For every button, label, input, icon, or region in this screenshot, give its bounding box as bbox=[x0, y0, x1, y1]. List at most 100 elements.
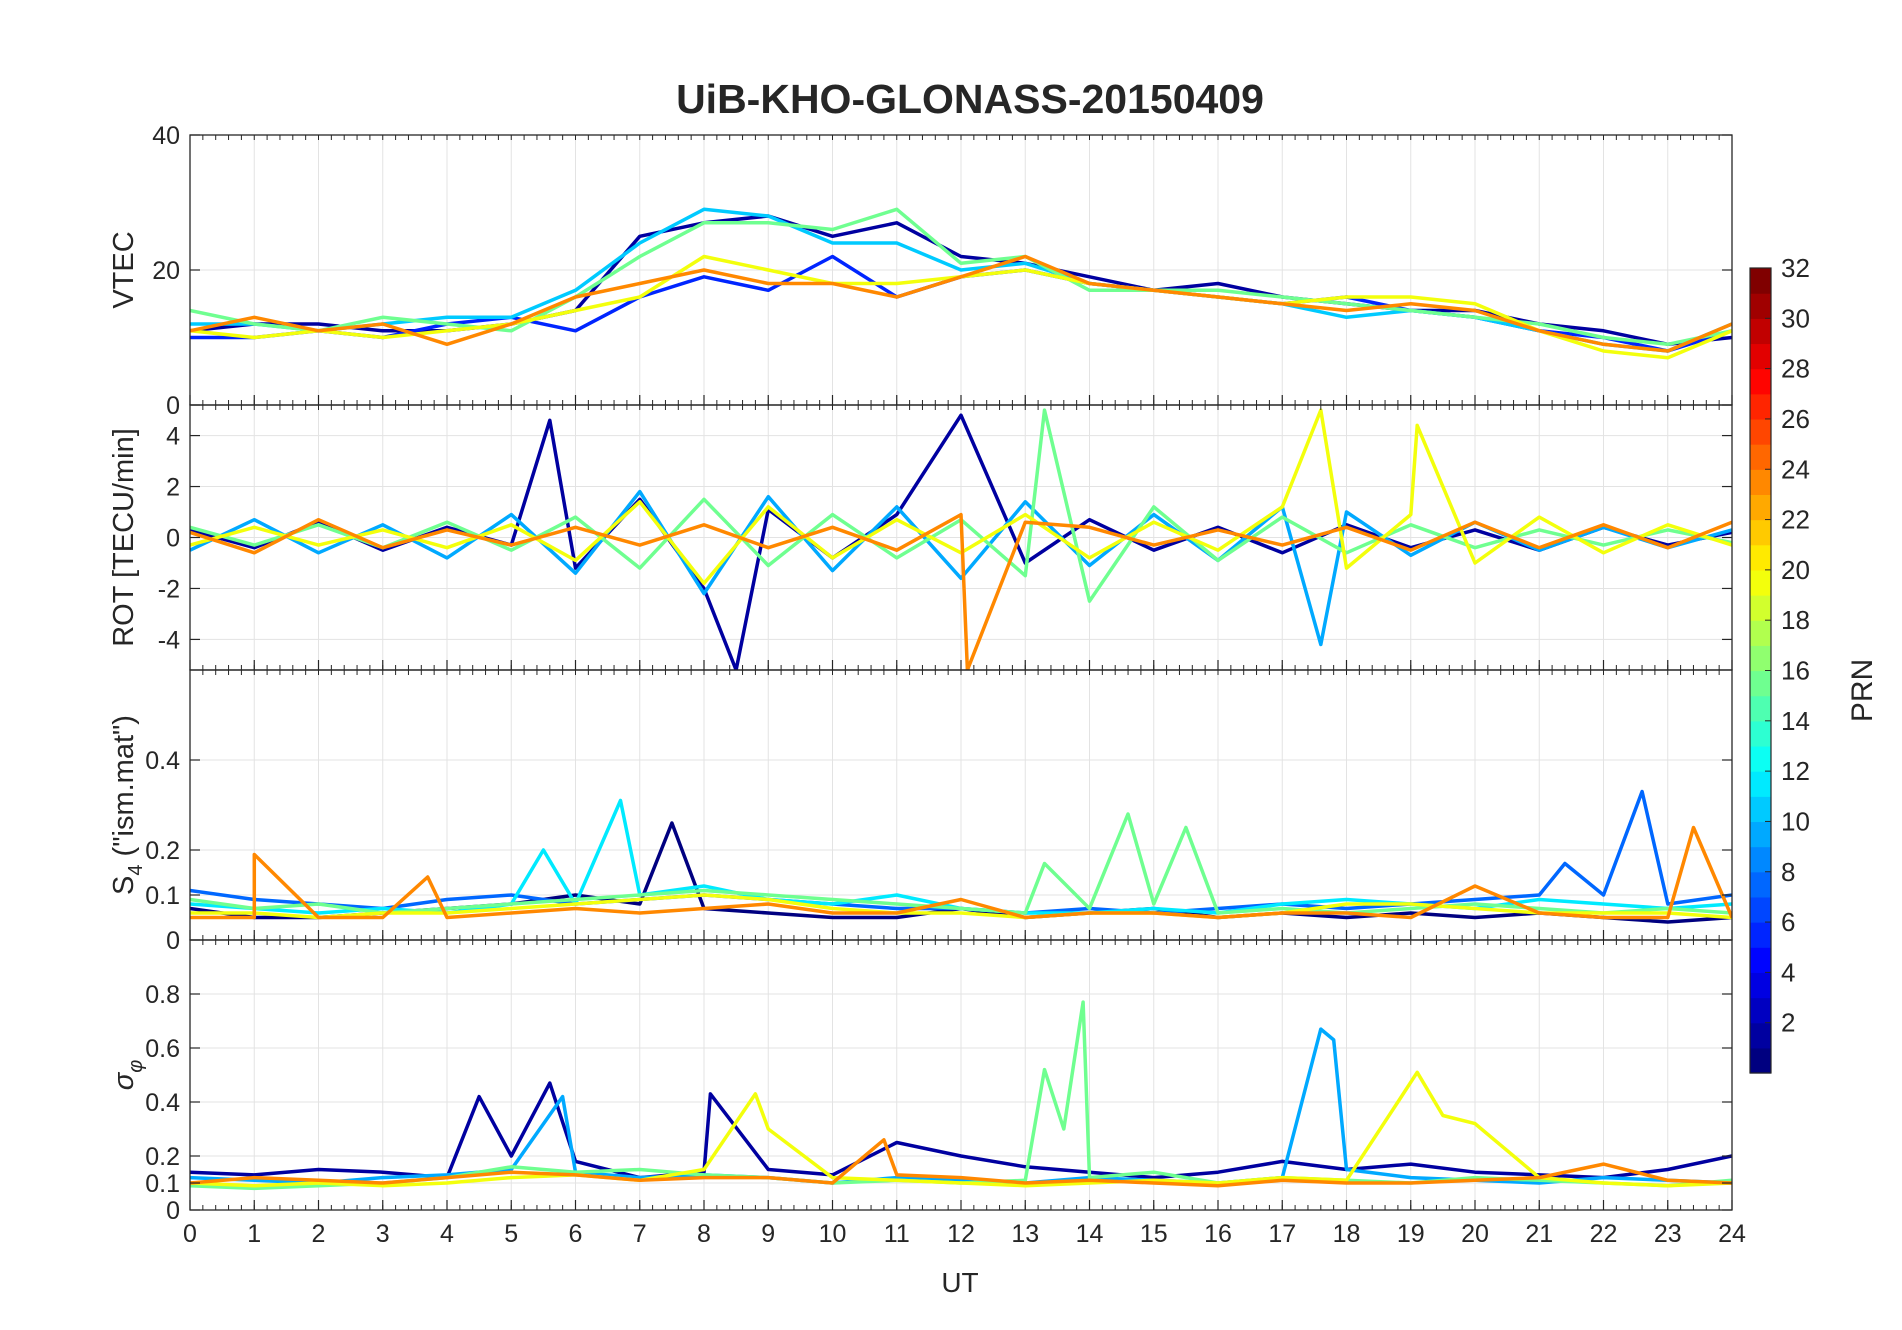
series-line-prn-20 bbox=[190, 893, 1732, 920]
x-tick-label: 3 bbox=[376, 1220, 390, 1248]
colorbar-tick-label: 4 bbox=[1781, 957, 1795, 987]
series-line-prn-24 bbox=[190, 1138, 1732, 1188]
series-group bbox=[190, 408, 1732, 670]
y-axis-label: σφ bbox=[108, 1060, 147, 1091]
colorbar-tick-label: 16 bbox=[1781, 656, 1810, 686]
x-axis-label: UT bbox=[941, 1267, 978, 1298]
y-tick-label: 0 bbox=[166, 392, 180, 420]
colorbar-segment bbox=[1750, 1047, 1771, 1074]
x-tick-label: 6 bbox=[569, 1220, 583, 1248]
colorbar-segment bbox=[1750, 318, 1771, 345]
y-tick-label: -4 bbox=[158, 626, 180, 654]
y-tick-label: 2 bbox=[166, 474, 180, 502]
x-tick-label: 15 bbox=[1140, 1220, 1168, 1248]
y-axis-label: ROT [TECU/min] bbox=[108, 428, 140, 647]
x-tick-label: 23 bbox=[1654, 1220, 1682, 1248]
y-tick-label: 40 bbox=[152, 122, 180, 150]
x-tick-label: 17 bbox=[1268, 1220, 1296, 1248]
colorbar-segment bbox=[1750, 670, 1771, 697]
colorbar-segment bbox=[1750, 1022, 1771, 1049]
y-tick-label: 0.1 bbox=[145, 882, 180, 910]
figure-title: UiB-KHO-GLONASS-20150409 bbox=[676, 76, 1264, 122]
y-tick-label: 0.2 bbox=[145, 837, 180, 865]
colorbar-tick-label: 22 bbox=[1781, 505, 1810, 535]
colorbar-segment bbox=[1750, 745, 1771, 772]
colorbar-segment bbox=[1750, 846, 1771, 873]
colorbar-segment bbox=[1750, 544, 1771, 571]
y-tick-label: 0 bbox=[166, 525, 180, 553]
series-line-prn-24 bbox=[190, 825, 1732, 920]
x-tick-label: 5 bbox=[504, 1220, 518, 1248]
series-line-prn-20 bbox=[190, 408, 1732, 586]
colorbar-segment bbox=[1750, 293, 1771, 319]
x-tick-label: 14 bbox=[1076, 1220, 1104, 1248]
colorbar-tick-label: 28 bbox=[1781, 354, 1810, 384]
series-group bbox=[190, 207, 1732, 360]
y-axis-label: VTEC bbox=[108, 231, 140, 308]
colorbar-segment bbox=[1750, 972, 1771, 999]
colorbar-segment bbox=[1750, 821, 1771, 848]
x-tick-label: 2 bbox=[312, 1220, 326, 1248]
series-line-prn-16 bbox=[190, 207, 1732, 347]
colorbar-segment bbox=[1750, 393, 1771, 420]
colorbar-segment bbox=[1750, 922, 1771, 948]
y-tick-label: 4 bbox=[166, 423, 180, 451]
x-tick-label: 21 bbox=[1525, 1220, 1553, 1248]
y-tick-label: 0.2 bbox=[145, 1143, 180, 1171]
x-tick-label: 4 bbox=[440, 1220, 454, 1248]
y-tick-label: 0.4 bbox=[145, 1089, 180, 1117]
y-tick-label: -2 bbox=[158, 575, 180, 603]
colorbar-tick-label: 6 bbox=[1781, 907, 1795, 937]
colorbar-tick-label: 26 bbox=[1781, 404, 1810, 434]
colorbar-segment bbox=[1750, 418, 1771, 445]
colorbar-segment bbox=[1750, 997, 1771, 1024]
x-tick-label: 16 bbox=[1204, 1220, 1232, 1248]
x-tick-label: 11 bbox=[884, 1220, 910, 1248]
colorbar-segment bbox=[1750, 771, 1771, 797]
x-tick-label: 1 bbox=[247, 1220, 261, 1248]
x-tick-label: 24 bbox=[1718, 1220, 1746, 1248]
colorbar-segment bbox=[1750, 494, 1771, 521]
colorbar-segment bbox=[1750, 569, 1771, 596]
colorbar-segment bbox=[1750, 620, 1771, 646]
x-tick-label: 10 bbox=[819, 1220, 847, 1248]
colorbar-segment bbox=[1750, 469, 1771, 496]
panel-sigma_phi: 00.10.2 0.4 0.6 0.8 σφ bbox=[108, 939, 1733, 1225]
x-tick-label: 9 bbox=[761, 1220, 775, 1248]
series-line-prn-24 bbox=[190, 254, 1732, 353]
x-tick-label: 22 bbox=[1590, 1220, 1618, 1248]
colorbar-tick-label: 2 bbox=[1781, 1008, 1795, 1038]
y-axis-label: S4 ("ism.mat") bbox=[108, 715, 147, 895]
y-tick-label: 0.4 bbox=[145, 747, 180, 775]
series-line-prn-20 bbox=[190, 1070, 1732, 1188]
colorbar-segment bbox=[1750, 947, 1771, 973]
colorbar-tick-label: 18 bbox=[1781, 605, 1810, 635]
y-tick-label: 0 bbox=[166, 1197, 180, 1225]
x-tick-label: 18 bbox=[1333, 1220, 1361, 1248]
colorbar-tick-label: 14 bbox=[1781, 706, 1810, 736]
panel-rot: -4 -2 0 2 4 ROT [TECU/min] bbox=[108, 404, 1733, 671]
colorbar-segment bbox=[1750, 645, 1771, 672]
colorbar-segment bbox=[1750, 519, 1771, 546]
colorbar-segment bbox=[1750, 343, 1771, 370]
colorbar-segment bbox=[1750, 268, 1771, 294]
y-tick-label: 0.8 bbox=[145, 981, 180, 1009]
x-tick-label: 0 bbox=[183, 1220, 197, 1248]
series-group bbox=[190, 1000, 1732, 1191]
x-tick-label: 12 bbox=[947, 1220, 975, 1248]
colorbar-segment bbox=[1750, 695, 1771, 722]
colorbar-tick-label: 30 bbox=[1781, 303, 1810, 333]
colorbar-tick-label: 32 bbox=[1781, 253, 1810, 283]
x-tick-label: 7 bbox=[633, 1220, 647, 1248]
colorbar-segment bbox=[1750, 444, 1771, 470]
colorbar-segment bbox=[1750, 720, 1771, 747]
x-tick-label: 8 bbox=[697, 1220, 711, 1248]
colorbar-segment bbox=[1750, 871, 1771, 898]
x-tick-label: 20 bbox=[1461, 1220, 1489, 1248]
colorbar-label: PRN bbox=[1846, 659, 1879, 722]
colorbar-segment bbox=[1750, 796, 1771, 823]
